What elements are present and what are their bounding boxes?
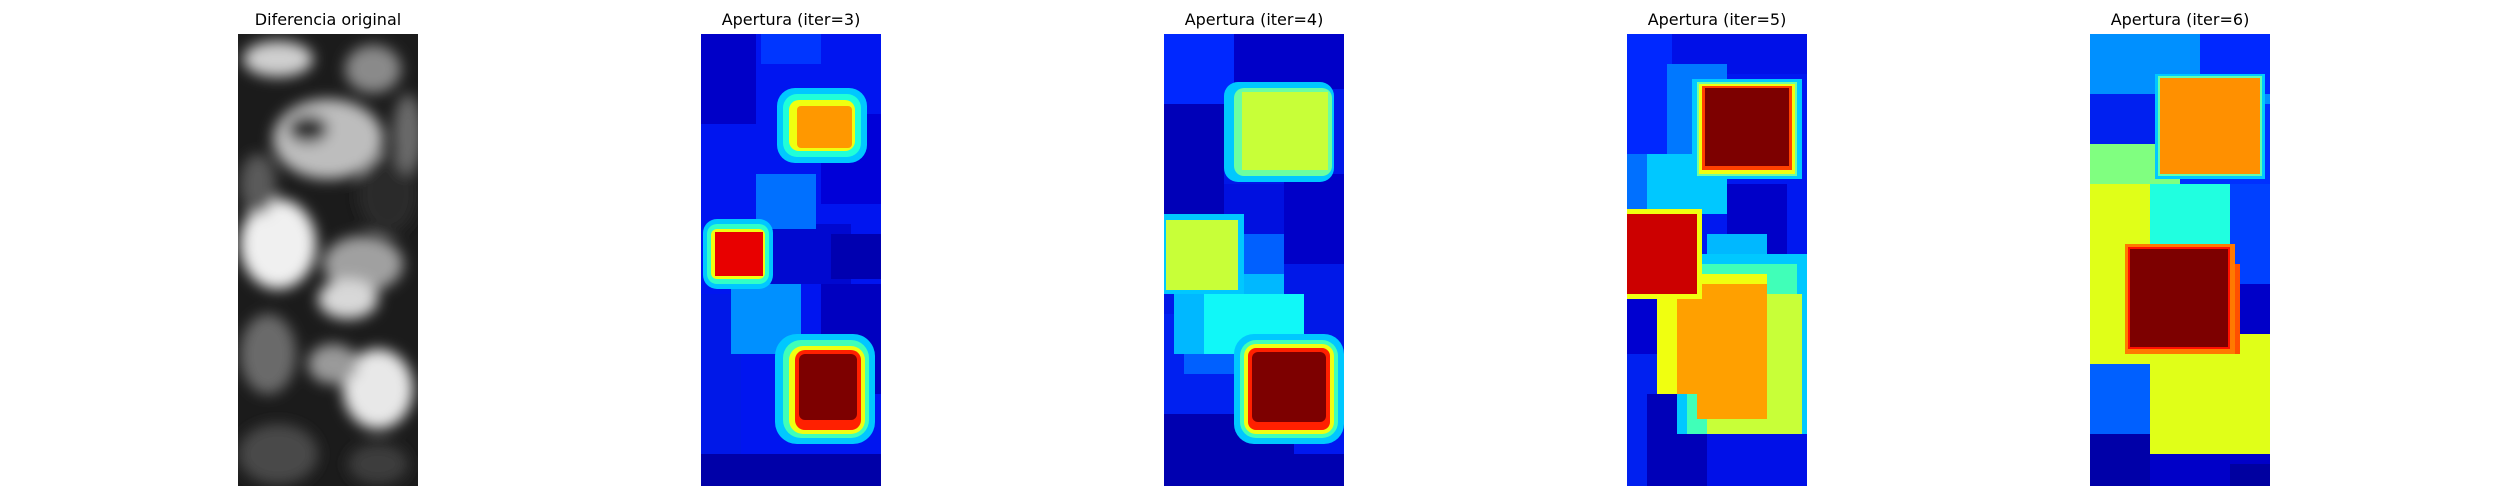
heatmap-image xyxy=(701,34,881,486)
panel-title: Diferencia original xyxy=(254,10,402,29)
heatmap-image xyxy=(2090,34,2270,486)
panel-title: Apertura (iter=4) xyxy=(1184,10,1324,29)
grayscale-image xyxy=(238,34,418,486)
heatmap-image xyxy=(1164,34,1344,486)
panel-title: Apertura (iter=3) xyxy=(721,10,861,29)
panel-title: Apertura (iter=6) xyxy=(2110,10,2250,29)
panel-title: Apertura (iter=5) xyxy=(1647,10,1787,29)
heatmap-image xyxy=(1627,34,1807,486)
